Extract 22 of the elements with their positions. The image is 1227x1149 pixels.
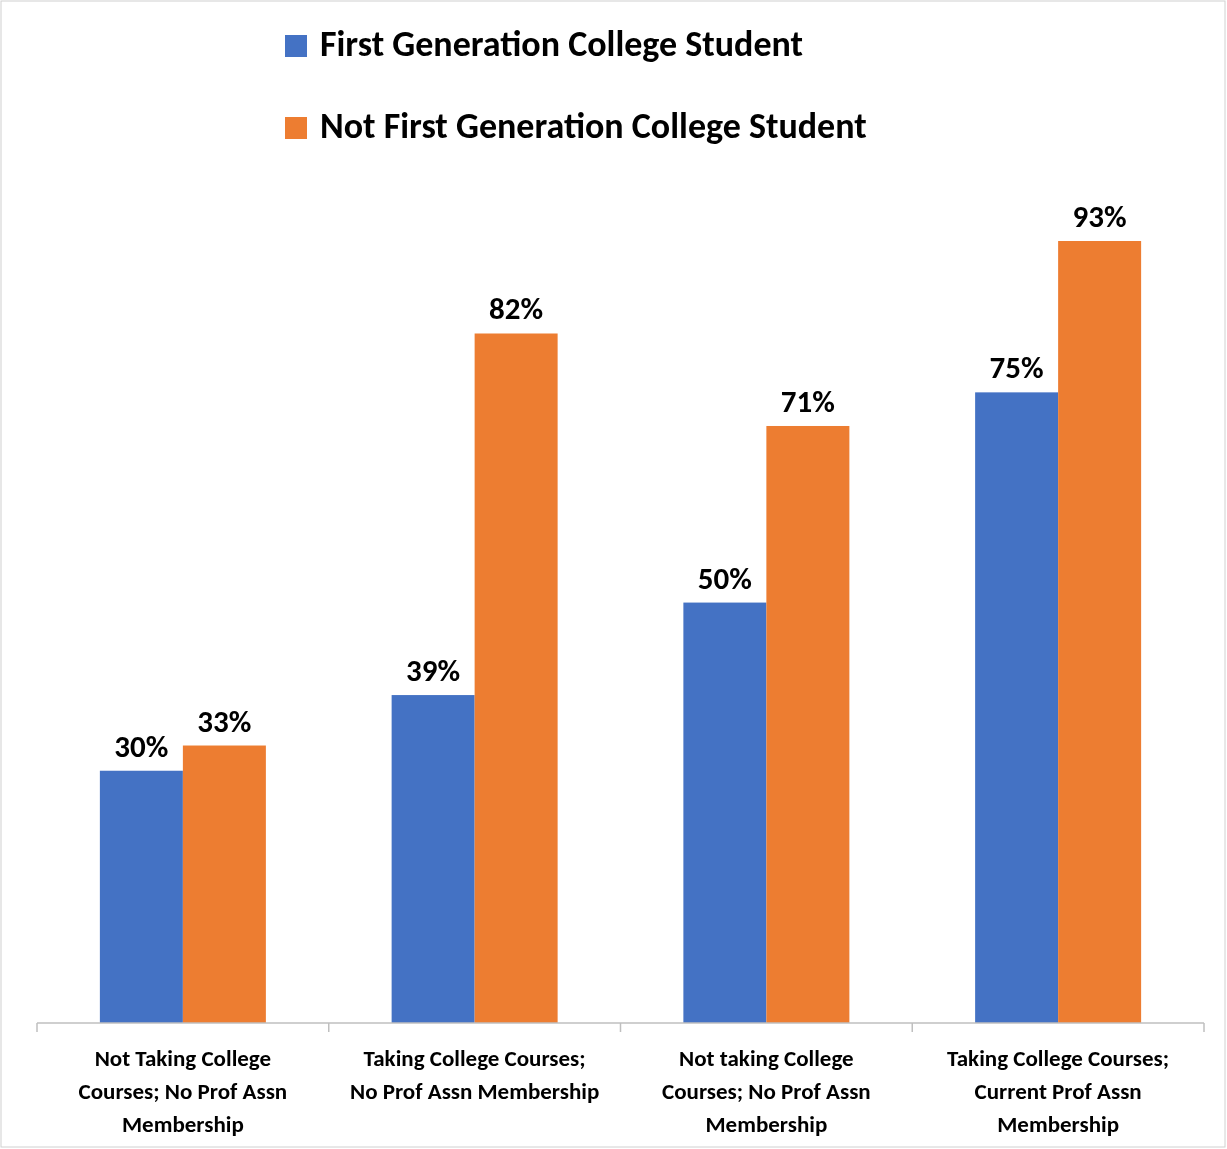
bar xyxy=(1058,241,1142,1023)
bar xyxy=(99,770,183,1023)
bar xyxy=(975,392,1059,1023)
legend-label: First Generation College Student xyxy=(320,21,804,66)
x-tick-label: Taking College Courses; No Prof Assn Membership xyxy=(350,1044,600,1105)
x-tick-label: Taking College Courses; Current Prof Assn Membership xyxy=(947,1044,1170,1138)
data-label: 75% xyxy=(989,348,1044,387)
bar xyxy=(766,425,850,1023)
bar xyxy=(474,333,558,1023)
legend-label: Not First Generation College Student xyxy=(320,103,867,148)
x-tick-label: Not taking College Courses; No Prof Assn Membership xyxy=(662,1044,871,1138)
x-tick-label: Not Taking College Courses; No Prof Assn Membership xyxy=(78,1044,288,1138)
data-label: 30% xyxy=(114,726,169,765)
bar xyxy=(391,695,475,1023)
data-label: 93% xyxy=(1072,197,1127,235)
data-label: 82% xyxy=(489,289,544,328)
bar xyxy=(182,745,266,1023)
data-label: 33% xyxy=(197,701,252,740)
data-label: 71% xyxy=(780,381,835,420)
bar xyxy=(683,602,767,1023)
data-label: 39% xyxy=(406,651,461,690)
data-label: 50% xyxy=(697,558,752,597)
